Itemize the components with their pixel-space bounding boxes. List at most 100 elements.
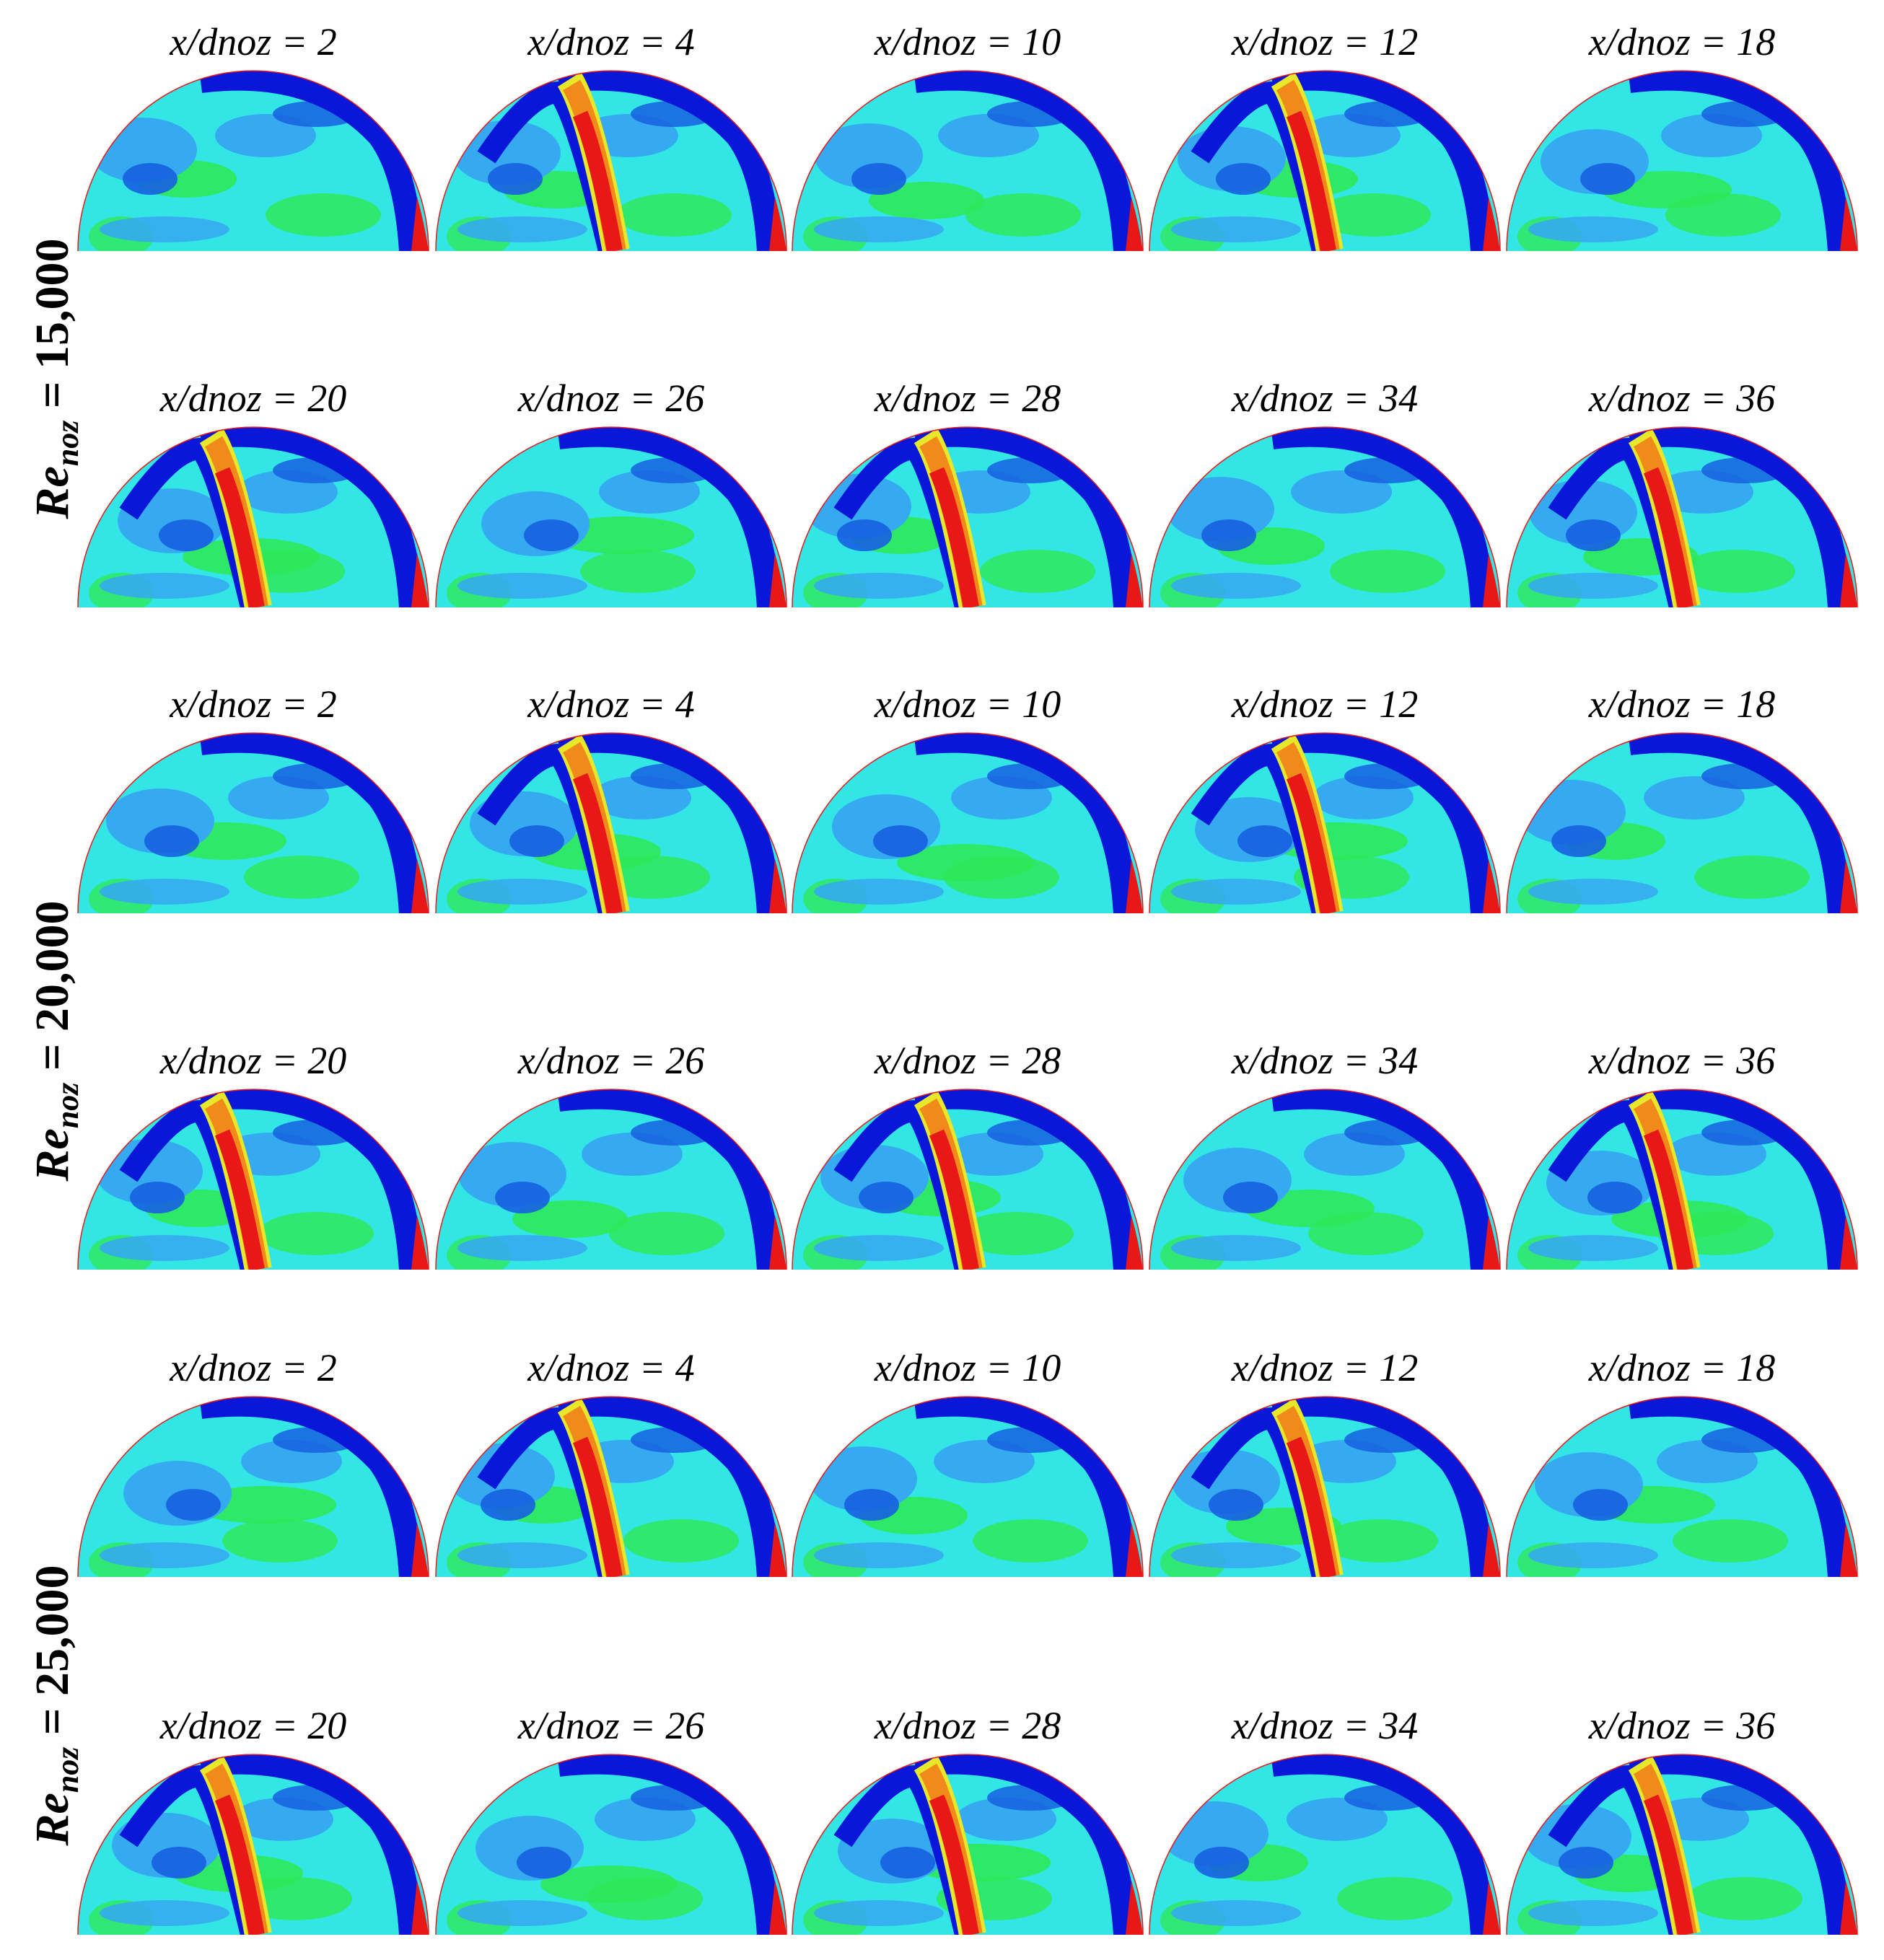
wall-band: [913, 1089, 1138, 1270]
wall-band: [913, 733, 1138, 914]
vortex-region: [457, 216, 587, 242]
wall-band: [1627, 733, 1852, 914]
domain-outline: [792, 1754, 1144, 1935]
station-label: x/dnoz = 28: [874, 1039, 1061, 1082]
station-label: x/dnoz = 2: [169, 20, 336, 63]
panel-cell: x/dnoz = 26: [435, 377, 787, 608]
contour-plot: [77, 426, 429, 608]
wall-band: [556, 1754, 781, 1935]
contour-plot: [1149, 70, 1501, 252]
wall-band: [1270, 1397, 1495, 1578]
vortex-core: [1559, 1847, 1613, 1878]
vortex-core: [873, 825, 928, 857]
panel-cell: x/dnoz = 2: [77, 1346, 429, 1578]
re-base: Re: [26, 1793, 79, 1846]
edge-sliver: [769, 197, 787, 251]
domain-outline: [1149, 426, 1501, 608]
station-label: x/dnoz = 12: [1231, 20, 1418, 63]
vortex-core: [488, 163, 543, 195]
vortex-region: [814, 216, 944, 242]
contour-plot: [1506, 1754, 1858, 1935]
green-region: [944, 856, 1059, 899]
panel-cell: x/dnoz = 4: [435, 1346, 787, 1578]
station-label: x/dnoz = 18: [1588, 682, 1775, 726]
wall-band: [1627, 1754, 1852, 1935]
wall-band: [1270, 1089, 1495, 1270]
wall-band: [198, 427, 424, 608]
jet-core: [1286, 110, 1336, 252]
jet-core: [572, 773, 623, 914]
station-label: x/dnoz = 26: [517, 377, 704, 420]
vortex-region: [1171, 879, 1301, 905]
panel-cell: x/dnoz = 12: [1149, 1346, 1501, 1578]
vortex-region: [100, 1235, 229, 1261]
panel-cell: x/dnoz = 4: [435, 20, 787, 252]
reynolds-label: Renoz = 15,000: [26, 238, 85, 519]
panel-cell: x/dnoz = 20: [77, 377, 429, 608]
station-label: x/dnoz = 10: [874, 1346, 1061, 1389]
panel-cell: x/dnoz = 2: [77, 20, 429, 252]
jet-core: [1286, 1436, 1336, 1578]
panel-cell: x/dnoz = 34: [1149, 377, 1501, 608]
wall-band: [913, 1397, 1138, 1578]
contour-plot: [77, 732, 429, 914]
domain-outline: [435, 1754, 787, 1935]
panel-cell: x/dnoz = 34: [1149, 1704, 1501, 1935]
wall-band: [1270, 733, 1495, 914]
vortex-region: [1528, 1900, 1658, 1926]
vortex-core: [1237, 825, 1292, 857]
contour-plot: [435, 1754, 787, 1935]
contour-plot: [435, 1089, 787, 1270]
reynolds-group: x/dnoz = 2 x/dnoz = 4 x/dnoz = 10 x/dnoz = …: [77, 20, 1858, 608]
reynolds-group: x/dnoz = 2 x/dnoz = 4 x/dnoz = 10 x/dnoz = …: [77, 682, 1858, 1270]
vortex-region: [100, 1542, 229, 1568]
vortex-region: [100, 216, 229, 242]
station-label: x/dnoz = 12: [1231, 682, 1418, 726]
panel-cell: x/dnoz = 26: [435, 1039, 787, 1270]
edge-sliver: [1483, 859, 1500, 913]
green-region: [869, 182, 984, 219]
green-region: [1315, 193, 1431, 237]
vortex-region: [814, 879, 944, 905]
vortex-core: [851, 163, 906, 195]
domain-outline: [1149, 70, 1501, 252]
vortex-core: [837, 519, 892, 551]
panel-cell: x/dnoz = 18: [1506, 20, 1858, 252]
domain-outline: [1506, 1396, 1858, 1578]
vortex-core: [481, 1489, 535, 1521]
domain-outline: [792, 732, 1144, 914]
vortex-region: [1528, 216, 1658, 242]
green-region: [1330, 550, 1445, 593]
edge-sliver: [1483, 197, 1500, 251]
wall-band: [556, 733, 781, 914]
panel-cell: x/dnoz = 2: [77, 682, 429, 914]
wall-band: [198, 733, 424, 914]
panel-cell: x/dnoz = 12: [1149, 682, 1501, 914]
green-region: [965, 193, 1081, 237]
contour-plot: [77, 1396, 429, 1578]
edge-sliver: [1840, 553, 1857, 607]
jet-core: [214, 1129, 265, 1270]
vortex-core: [495, 1182, 550, 1213]
vortex-region: [814, 1235, 944, 1261]
contour-plot: [1149, 1754, 1501, 1935]
contour-plot: [792, 70, 1144, 252]
panel-row: x/dnoz = 20 x/dnoz = 26 x/dnoz = 28 x/dnoz …: [77, 1039, 1858, 1270]
contour-plot: [1149, 1396, 1501, 1578]
domain-outline: [792, 1089, 1144, 1270]
edge-sliver: [1483, 553, 1500, 607]
vortex-region: [215, 114, 316, 157]
vortex-core: [152, 1847, 206, 1878]
panel-cell: x/dnoz = 20: [77, 1704, 429, 1935]
station-label: x/dnoz = 26: [517, 1039, 704, 1082]
station-label: x/dnoz = 18: [1588, 20, 1775, 63]
vortex-region: [1528, 1542, 1658, 1568]
wall-band: [556, 1397, 781, 1578]
panel-row: x/dnoz = 2 x/dnoz = 4 x/dnoz = 10 x/dnoz = …: [77, 20, 1858, 252]
domain-outline: [77, 1396, 429, 1578]
vortex-core: [1580, 163, 1635, 195]
vortex-region: [1528, 1235, 1658, 1261]
panel-cell: x/dnoz = 10: [792, 20, 1144, 252]
vortex-region: [457, 879, 587, 905]
panel-cell: x/dnoz = 18: [1506, 1346, 1858, 1578]
